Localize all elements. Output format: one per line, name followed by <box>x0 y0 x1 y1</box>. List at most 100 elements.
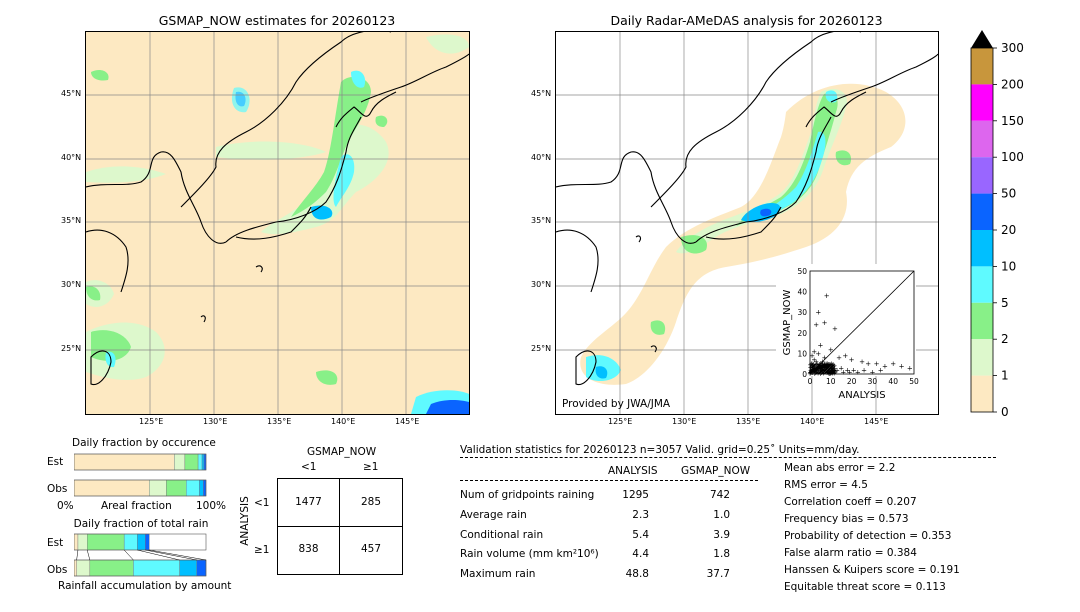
scatter-point: + <box>826 369 832 377</box>
scatter-point: + <box>824 362 830 370</box>
fraction-connector <box>149 549 207 561</box>
scatter-ytick: 50 <box>797 267 807 276</box>
contingency-cell-01: 285 <box>360 496 382 508</box>
colorbar-tick-label: 10 <box>1001 259 1016 273</box>
occurrence-title: Daily fraction by occurence <box>72 437 216 449</box>
scatter-point: + <box>815 369 821 377</box>
scatter-point: + <box>827 366 833 374</box>
left-lat-label-35: 35°N <box>61 216 82 225</box>
scatter-xtick: 20 <box>847 377 857 386</box>
right-lat-label-40: 40°N <box>531 153 552 162</box>
scatter-point: + <box>822 362 828 370</box>
validation-col-analysis: ANALYSIS <box>608 465 658 477</box>
scatter-point: + <box>825 363 831 371</box>
scatter-point: + <box>828 370 834 378</box>
scatter-point: + <box>829 361 835 369</box>
scatter-point: + <box>830 363 836 371</box>
scatter-point: + <box>810 364 816 372</box>
stat-label-1: Average rain <box>460 509 527 521</box>
scatter-point: + <box>817 365 823 373</box>
stat-label-0: Num of gridpoints raining <box>460 489 595 501</box>
left-map-grid <box>86 32 469 414</box>
contingency-cell-11: 457 <box>360 543 382 555</box>
colorbar-tick-label: 150 <box>1001 114 1024 128</box>
scatter-ytick: 40 <box>797 288 807 297</box>
scatter-point: + <box>899 362 905 370</box>
scatter-point: + <box>818 366 824 374</box>
scatter-xtick: 10 <box>826 377 836 386</box>
scatter-point: + <box>816 366 822 374</box>
fraction-bar-segment <box>184 453 199 471</box>
validation-header: Validation statistics for 20260123 n=305… <box>460 444 860 456</box>
scatter-point: + <box>816 361 822 369</box>
scatter-point: + <box>809 368 815 376</box>
contingency-col-header: GSMAP_NOW <box>307 446 377 458</box>
fraction-bar-segment <box>201 453 205 471</box>
fraction-bar-segment <box>89 559 134 577</box>
colorbar-segment <box>971 339 993 376</box>
scatter-point: + <box>832 368 838 376</box>
fraction-bar-segment <box>174 453 186 471</box>
fraction-bar-segment <box>203 479 207 497</box>
scatter-point: + <box>809 360 815 368</box>
colorbar-extend-arrow <box>971 30 993 48</box>
scatter-point: + <box>811 356 817 364</box>
scatter-point: + <box>820 360 826 368</box>
fraction-bar-segment <box>86 533 125 551</box>
scatter-point: + <box>832 365 838 373</box>
scatter-point: + <box>820 366 826 374</box>
scatter-point: + <box>829 364 835 372</box>
fraction-bar-segment <box>74 559 77 577</box>
left-map-coastlines <box>86 32 469 386</box>
total-rain-est-label: Est <box>47 537 64 549</box>
scatter-point: + <box>813 366 819 374</box>
scatter-point: + <box>831 368 837 376</box>
scatter-point: + <box>811 361 817 369</box>
scatter-ytick: 10 <box>797 349 807 358</box>
occurrence-bars <box>74 453 207 497</box>
scatter-point: + <box>825 360 831 368</box>
scatter-point: + <box>811 366 817 374</box>
validation-table-rule <box>460 480 758 481</box>
total-rain-title: Daily fraction of total rain <box>73 518 209 530</box>
stat-analysis-1: 2.3 <box>632 509 649 521</box>
scatter-ylabel: GSMAP_NOW <box>782 289 793 355</box>
scatter-point: + <box>813 364 819 372</box>
colorbar-segment <box>971 48 993 85</box>
left-lon-label-130: 130°E <box>203 417 228 426</box>
contingency-row-label-ge1: ≥1 <box>254 544 270 556</box>
left-map[interactable]: 45°N <box>85 31 470 415</box>
right-lon-label-125: 125°E <box>608 417 633 426</box>
scatter-point: + <box>812 367 818 375</box>
left-map-title: GSMAP_NOW estimates for 20260123 <box>158 13 396 28</box>
scatter-point: + <box>807 361 813 369</box>
fraction-bar-segment <box>74 453 175 471</box>
scatter-point: + <box>830 360 836 368</box>
scatter-point: + <box>823 361 829 369</box>
fraction-connector <box>145 549 197 561</box>
scatter-point: + <box>832 367 838 375</box>
fraction-connector <box>76 549 79 561</box>
colorbar-segment <box>971 375 993 412</box>
scatter-point: + <box>823 360 829 368</box>
scatter-point: + <box>826 367 832 375</box>
left-lat-label-25: 25°N <box>61 344 82 353</box>
right-lon-label-135: 135°E <box>736 417 761 426</box>
stat-label-3: Rain volume (mm km²10⁶) <box>460 548 599 560</box>
scatter-point: + <box>810 362 816 370</box>
colorbar-segment <box>971 266 993 303</box>
scatter-point: + <box>828 365 834 373</box>
scatter-point: + <box>819 361 825 369</box>
scatter-point: + <box>861 366 867 374</box>
scatter-point: + <box>809 360 815 368</box>
scatter-point: + <box>827 363 833 371</box>
scatter-point: + <box>855 368 861 376</box>
fraction-bar-frame <box>74 453 207 471</box>
left-lat-label-30: 30°N <box>61 280 82 289</box>
scatter-point: + <box>827 368 833 376</box>
validation-col-gsmap: GSMAP_NOW <box>681 465 751 477</box>
scatter-point: + <box>815 367 821 375</box>
scatter-point: + <box>822 361 828 369</box>
scatter-ytick: 20 <box>797 329 807 338</box>
fraction-bar-segment <box>77 533 88 551</box>
